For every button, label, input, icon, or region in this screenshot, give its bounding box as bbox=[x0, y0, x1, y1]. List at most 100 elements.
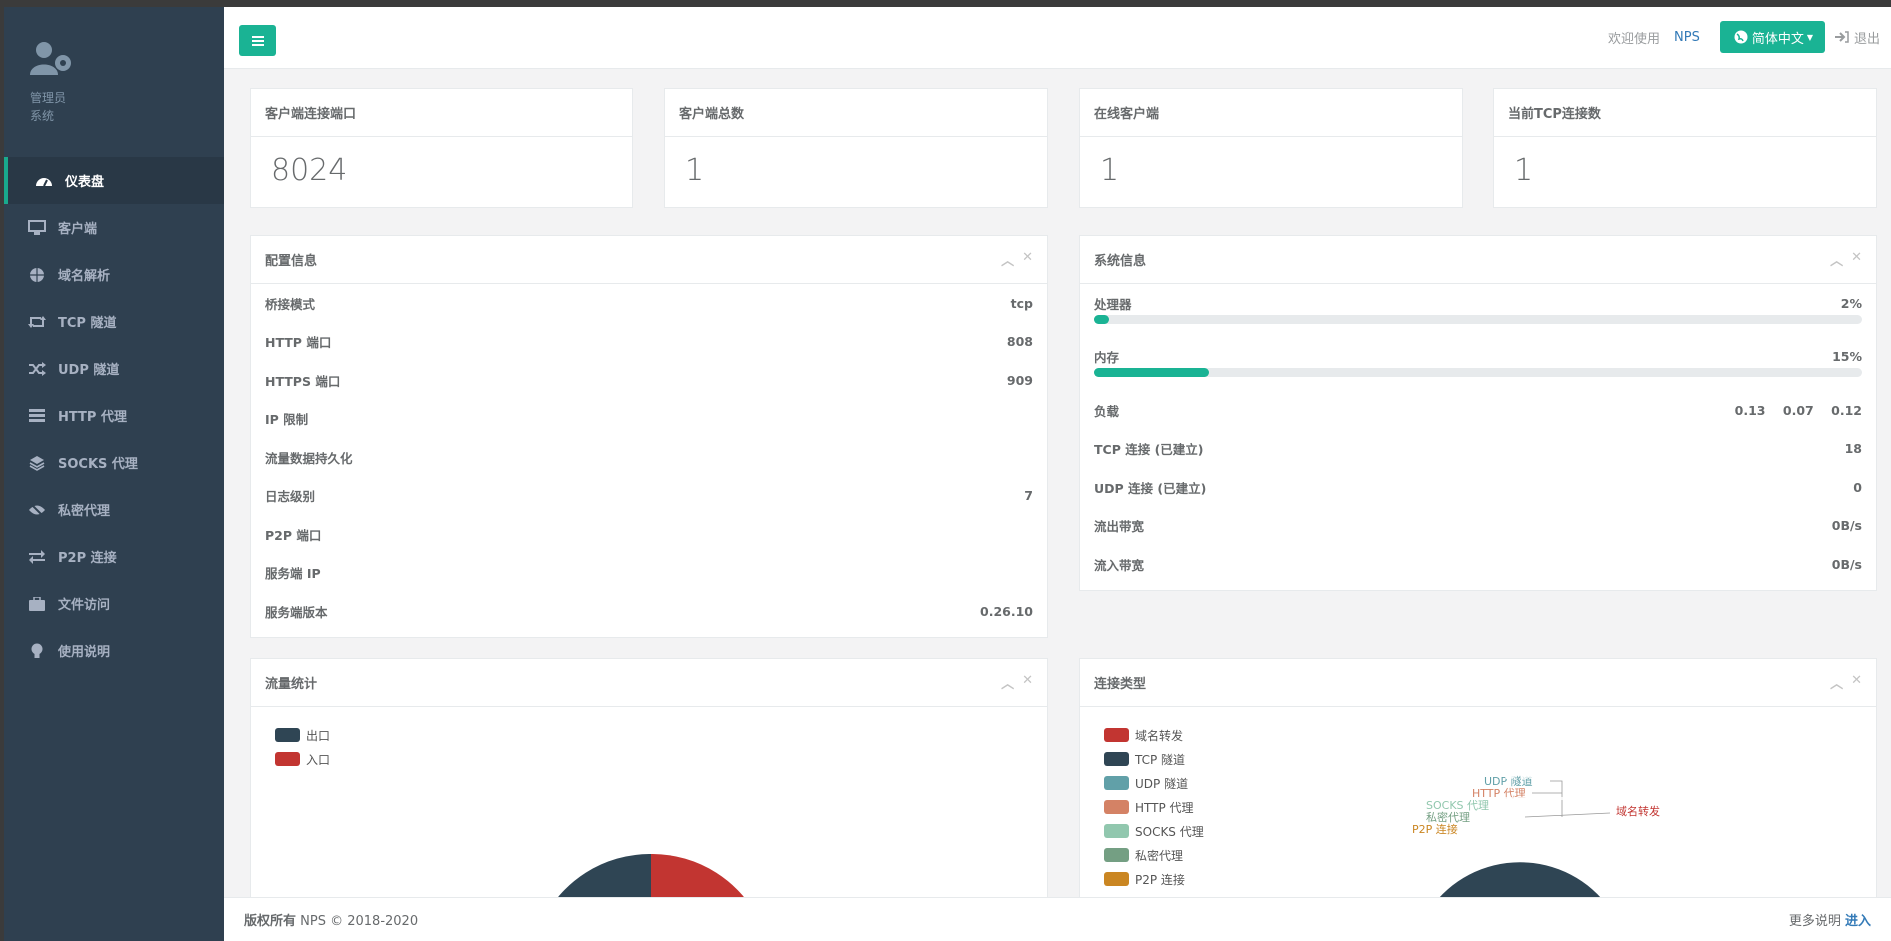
watermark-logo: 闲鱼 bbox=[1443, 718, 1593, 800]
sidebar-item-tcp[interactable]: TCP 隧道 bbox=[4, 298, 224, 345]
close-icon[interactable]: ✕ bbox=[1022, 673, 1033, 688]
sidebar: 管理员 系统 仪表盘 客户端 域名解析 TCP 隧道 UDP 隧道 HTTP 代… bbox=[4, 7, 224, 941]
conn-type-legend: 域名转发 TCP 隧道 UDP 隧道 HTTP 代理 SOCKS 代理 私密代理… bbox=[1080, 707, 1876, 891]
legend-label: TCP 隧道 bbox=[1135, 752, 1186, 767]
sidebar-item-label: 私密代理 bbox=[58, 504, 111, 519]
layers-icon bbox=[28, 454, 46, 472]
legend-label: P2P 连接 bbox=[1135, 872, 1185, 887]
pie-slice-in[interactable] bbox=[651, 854, 761, 908]
stat-value: 1 bbox=[1100, 153, 1120, 188]
globe-icon bbox=[28, 266, 46, 284]
sidebar-item-private[interactable]: 私密代理 bbox=[4, 486, 224, 533]
legend-item[interactable]: 域名转发 bbox=[1104, 723, 1876, 747]
footer-enter-link[interactable]: 进入 bbox=[1844, 914, 1871, 929]
config-row: 桥接模式 tcp bbox=[251, 284, 1047, 323]
collapse-icon[interactable]: ︿ bbox=[1001, 677, 1015, 692]
close-icon[interactable]: ✕ bbox=[1851, 250, 1862, 265]
collapse-icon[interactable]: ︿ bbox=[1830, 254, 1844, 269]
memory-value: 15% bbox=[1832, 349, 1862, 365]
eye-slash-icon bbox=[28, 501, 46, 519]
legend-swatch bbox=[1104, 776, 1129, 790]
admin-avatar-icon[interactable] bbox=[30, 41, 82, 85]
legend-item[interactable]: 私密代理 bbox=[1104, 843, 1876, 867]
sidebar-item-help[interactable]: 使用说明 bbox=[4, 627, 224, 674]
memory-progress-bar bbox=[1094, 368, 1862, 377]
system-panel: 系统信息 ︿ ✕ 处理器 2% 内存 15% 负载 0.13 0.07 0.12 TC… bbox=[1079, 235, 1877, 591]
sidebar-item-files[interactable]: 文件访问 bbox=[4, 580, 224, 627]
profile-role[interactable]: 管理员 bbox=[30, 91, 67, 105]
sidebar-item-socks[interactable]: SOCKS 代理 bbox=[4, 439, 224, 486]
legend-item[interactable]: TCP 隧道 bbox=[1104, 747, 1876, 771]
legend-label: 出口 bbox=[306, 728, 331, 743]
logout-link[interactable]: 退出 bbox=[1835, 28, 1891, 47]
sidebar-item-label: HTTP 代理 bbox=[58, 410, 127, 425]
sidebar-item-http[interactable]: HTTP 代理 bbox=[4, 392, 224, 439]
server-icon bbox=[28, 407, 46, 425]
stat-card-tcp-connections: 当前TCP连接数 1 bbox=[1493, 88, 1877, 208]
pie-slice-out[interactable] bbox=[541, 854, 651, 908]
config-row: 服务端版本 0.26.10 bbox=[251, 592, 1047, 631]
config-row: HTTPS 端口 909 bbox=[251, 361, 1047, 400]
config-value: tcp bbox=[1010, 295, 1033, 311]
sign-out-icon bbox=[1835, 31, 1849, 43]
system-value: 0B/s bbox=[1831, 556, 1862, 572]
pie-label-lines bbox=[1524, 780, 1611, 818]
stat-title: 客户端总数 bbox=[665, 89, 1047, 137]
system-row: 流入带宽 0B/s bbox=[1080, 545, 1876, 584]
pie-label-http: HTTP 代理 bbox=[1472, 787, 1526, 800]
sidebar-item-udp[interactable]: UDP 隧道 bbox=[4, 345, 224, 392]
conn-type-pie-chart: UDP 隧道 HTTP 代理 SOCKS 代理 私密代理 P2P 连接 域名转发 bbox=[1412, 774, 1660, 908]
traffic-pie-chart bbox=[541, 854, 761, 908]
sidebar-item-dashboard[interactable]: 仪表盘 bbox=[4, 157, 224, 204]
cpu-progress-fill bbox=[1094, 314, 1110, 324]
footer-copyright-label: 版权所有 bbox=[244, 914, 297, 929]
stat-value: 1 bbox=[1514, 153, 1534, 188]
legend-item-out[interactable]: 出口 bbox=[275, 723, 1047, 747]
sidebar-item-clients[interactable]: 客户端 bbox=[4, 204, 224, 251]
load-values: 0.13 0.07 0.12 bbox=[1735, 403, 1862, 418]
system-value: 0 bbox=[1853, 479, 1862, 495]
legend-item[interactable]: P2P 连接 bbox=[1104, 867, 1876, 891]
menu-toggle-button[interactable] bbox=[239, 25, 276, 56]
legend-swatch bbox=[1104, 728, 1129, 742]
sidebar-item-p2p[interactable]: P2P 连接 bbox=[4, 533, 224, 580]
legend-swatch bbox=[1104, 872, 1129, 886]
random-icon bbox=[28, 360, 46, 378]
legend-item[interactable]: UDP 隧道 bbox=[1104, 771, 1876, 795]
legend-swatch bbox=[1104, 752, 1129, 766]
legend-item-in[interactable]: 入口 bbox=[275, 747, 1047, 771]
close-icon[interactable]: ✕ bbox=[1022, 250, 1033, 265]
legend-item[interactable]: HTTP 代理 bbox=[1104, 795, 1876, 819]
panel-title: 配置信息 bbox=[265, 254, 318, 269]
system-value: 0B/s bbox=[1831, 518, 1862, 534]
sidebar-item-label: SOCKS 代理 bbox=[58, 457, 138, 472]
sidebar-item-domain[interactable]: 域名解析 bbox=[4, 251, 224, 298]
retweet-icon bbox=[28, 313, 46, 331]
config-label: 流量数据持久化 bbox=[265, 450, 353, 466]
stat-card-online-clients: 在线客户端 1 bbox=[1079, 88, 1463, 208]
pie-label-p2p: P2P 连接 bbox=[1412, 823, 1458, 836]
pie-slice-tcp[interactable] bbox=[1430, 862, 1610, 908]
exchange-icon bbox=[28, 548, 46, 566]
config-label: 服务端 IP bbox=[265, 566, 321, 582]
logout-label: 退出 bbox=[1854, 31, 1881, 47]
config-value: 909 bbox=[1006, 372, 1033, 388]
profile: 管理员 系统 bbox=[4, 7, 224, 157]
config-label: IP 限制 bbox=[265, 412, 309, 428]
panel-title: 系统信息 bbox=[1094, 254, 1147, 269]
legend-swatch bbox=[275, 728, 300, 742]
close-icon[interactable]: ✕ bbox=[1851, 673, 1862, 688]
config-label: 服务端版本 bbox=[265, 604, 328, 620]
legend-swatch bbox=[275, 752, 300, 766]
collapse-icon[interactable]: ︿ bbox=[1001, 254, 1015, 269]
caret-down-icon: ▼ bbox=[1806, 32, 1813, 42]
legend-item[interactable]: SOCKS 代理 bbox=[1104, 819, 1876, 843]
nps-link[interactable]: NPS bbox=[1674, 29, 1700, 45]
sidebar-item-label: 仪表盘 bbox=[65, 175, 105, 190]
system-row: 流出带宽 0B/s bbox=[1080, 507, 1876, 546]
stat-title: 当前TCP连接数 bbox=[1494, 89, 1876, 137]
sidebar-item-label: 使用说明 bbox=[58, 645, 111, 660]
language-dropdown-button[interactable]: 简体中文 ▼ bbox=[1719, 21, 1825, 53]
collapse-icon[interactable]: ︿ bbox=[1830, 677, 1844, 692]
config-label: 桥接模式 bbox=[265, 296, 316, 312]
